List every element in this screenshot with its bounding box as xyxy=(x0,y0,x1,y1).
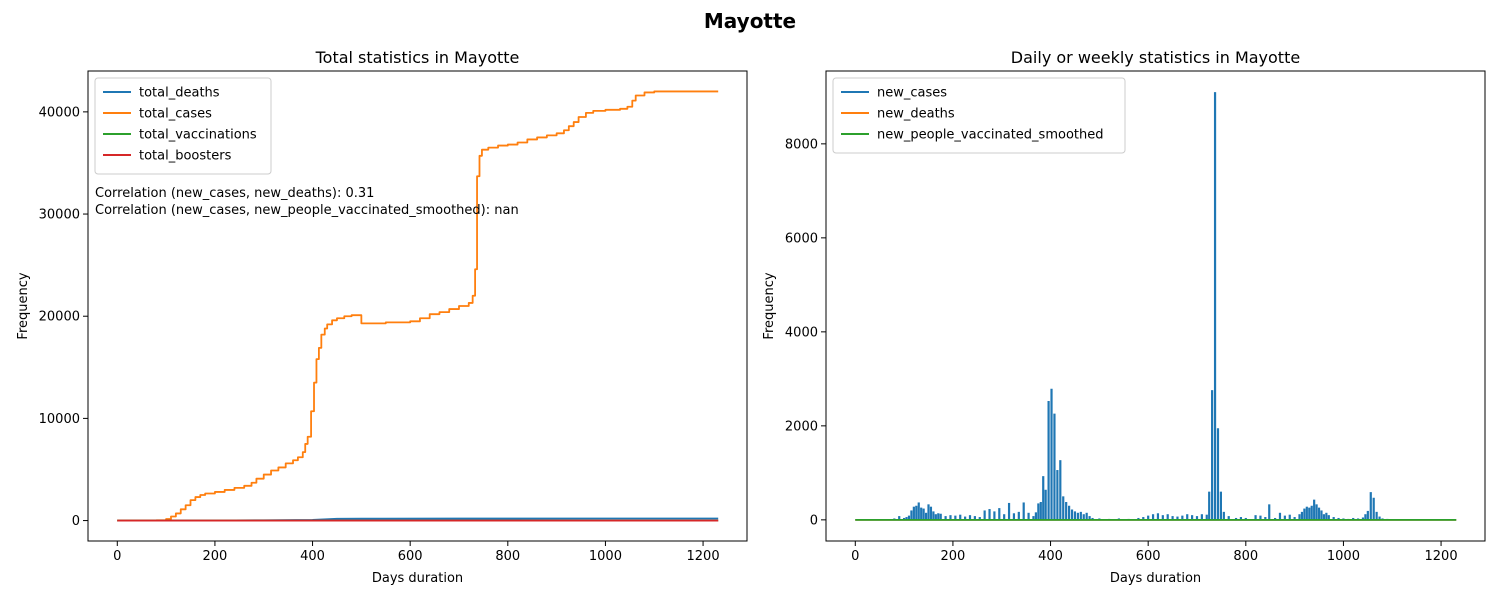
chart-0-legend-label-total-vaccinations: total_vaccinations xyxy=(139,128,257,143)
chart-1-series-new-cases xyxy=(855,92,1457,521)
chart-0-xtick-label-6: 1200 xyxy=(687,549,720,564)
chart-1-ytick-label-4: 8000 xyxy=(785,137,818,152)
chart-0-legend-label-total-boosters: total_boosters xyxy=(139,149,232,164)
chart-0-xtick-label-0: 0 xyxy=(113,549,121,564)
chart-1-legend-label-new-deaths: new_deaths xyxy=(877,107,955,122)
chart-1-ylabel: Frequency xyxy=(762,272,777,339)
chart-0-legend-box xyxy=(94,77,272,175)
chart-1-xtick-label-5: 1000 xyxy=(1327,549,1360,564)
chart-0-title: Total statistics in Mayotte xyxy=(315,48,520,67)
chart-0-xlabel: Days duration xyxy=(372,571,463,586)
chart-1-legend-label-new-cases: new_cases xyxy=(877,86,947,101)
chart-1-ytick-label-1: 2000 xyxy=(785,419,818,434)
chart-1-xtick-label-4: 800 xyxy=(1233,549,1258,564)
chart-1-xtick-label-0: 0 xyxy=(851,549,859,564)
daily-statistics-panel: Daily or weekly statistics in Mayotte 0 20… xyxy=(762,48,1486,586)
chart-1-xtick-label-6: 1200 xyxy=(1425,549,1458,564)
chart-0-series-total-cases-line xyxy=(117,90,719,522)
chart-0-ytick-label-0: 0 xyxy=(72,514,80,529)
chart-1-legend-box xyxy=(832,77,1126,154)
chart-0-legend-label-total-cases: total_cases xyxy=(139,107,212,122)
chart-1-xtick-label-2: 400 xyxy=(1038,549,1063,564)
chart-0-plot-area xyxy=(117,90,719,522)
chart-1-xtick-label-1: 200 xyxy=(941,549,966,564)
chart-0-ytick-label-4: 40000 xyxy=(39,105,80,120)
chart-0-xtick-label-2: 400 xyxy=(300,549,325,564)
chart-0-ytick-label-2: 20000 xyxy=(39,310,80,325)
chart-0-xtick-label-5: 1000 xyxy=(589,549,622,564)
chart-1-legend-label-new-people-vaccinated-smoothed: new_people_vaccinated_smoothed xyxy=(877,128,1103,143)
chart-1-xtick-label-3: 600 xyxy=(1136,549,1161,564)
chart-0-ylabel: Frequency xyxy=(16,272,31,339)
figure-suptitle: Mayotte xyxy=(704,9,796,33)
chart-0-xtick-label-1: 200 xyxy=(203,549,228,564)
chart-1-plot-area xyxy=(855,92,1457,521)
chart-0-legend-label-total-deaths: total_deaths xyxy=(139,86,220,101)
chart-0-legend: total_deaths total_cases total_vaccination… xyxy=(94,77,272,175)
chart-1-ytick-label-3: 6000 xyxy=(785,231,818,246)
chart-1-ytick-label-0: 0 xyxy=(810,513,818,528)
chart-1-title: Daily or weekly statistics in Mayotte xyxy=(1011,48,1300,67)
chart-1-ytick-label-2: 4000 xyxy=(785,325,818,340)
total-statistics-panel: Total statistics in Mayotte 0 200 400 600 800… xyxy=(16,48,748,586)
chart-0-ytick-label-1: 10000 xyxy=(39,412,80,427)
chart-0-axes-frame xyxy=(87,70,748,542)
chart-0-xtick-label-3: 600 xyxy=(398,549,423,564)
chart-0-xtick-label-4: 800 xyxy=(495,549,520,564)
chart-1-legend: new_cases new_deaths new_people_vaccinated… xyxy=(832,77,1126,154)
chart-0-annotation-0: Correlation (new_cases, new_deaths): 0.3… xyxy=(95,186,374,201)
chart-0-ytick-label-3: 30000 xyxy=(39,208,80,223)
chart-1-xlabel: Days duration xyxy=(1110,571,1201,586)
chart-1-axes-frame xyxy=(825,70,1486,542)
chart-0-annotation-1: Correlation (new_cases, new_people_vacci… xyxy=(95,203,519,218)
